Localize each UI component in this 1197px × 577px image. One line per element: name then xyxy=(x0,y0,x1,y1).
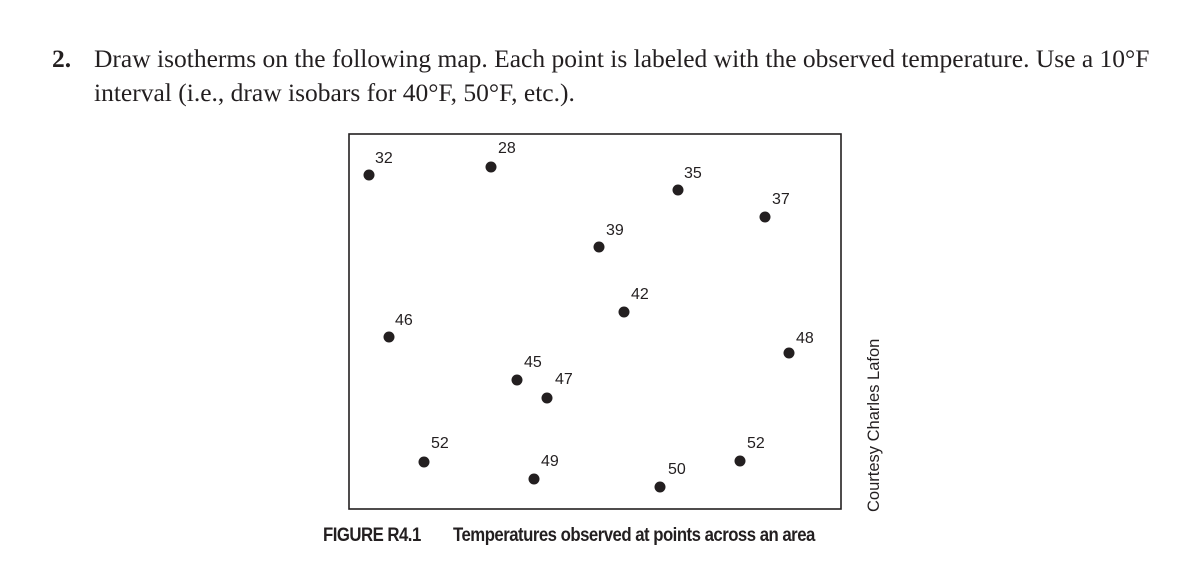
temperature-label: 49 xyxy=(541,453,559,470)
temperature-label: 42 xyxy=(631,286,649,303)
observation-point: 47 xyxy=(541,371,573,404)
observation-point: 32 xyxy=(363,150,393,181)
observation-point: 46 xyxy=(383,312,413,343)
observation-dot xyxy=(418,456,430,468)
observation-point: 42 xyxy=(618,286,649,318)
temperature-label: 52 xyxy=(431,435,449,452)
figure-caption: Temperatures observed at points across a… xyxy=(453,524,815,546)
observation-dot xyxy=(759,211,771,223)
temperature-label: 37 xyxy=(772,191,790,208)
temperature-label: 46 xyxy=(395,312,413,329)
temperature-label: 28 xyxy=(498,140,516,157)
photo-credit: Courtesy Charles Lafon xyxy=(865,338,883,512)
question-number: 2. xyxy=(52,44,72,73)
observation-point: 52 xyxy=(418,435,449,468)
observation-point: 48 xyxy=(783,330,814,359)
temperature-label: 45 xyxy=(524,354,542,371)
observation-point: 52 xyxy=(734,435,765,467)
temperature-label: 50 xyxy=(668,461,686,478)
temperature-label: 48 xyxy=(796,330,814,347)
observation-point: 49 xyxy=(528,453,559,485)
observation-dot xyxy=(734,455,746,467)
observation-dot xyxy=(593,241,605,253)
observation-point: 37 xyxy=(759,191,790,223)
observation-point: 39 xyxy=(593,222,624,253)
question-text: Draw isotherms on the following map. Eac… xyxy=(94,44,1150,107)
observation-points: 32 28 35 37 39 42 46 48 45 47 52 49 50 52 xyxy=(363,140,814,493)
observation-point: 50 xyxy=(654,461,686,493)
observation-dot xyxy=(528,473,540,485)
observation-dot xyxy=(485,161,497,173)
observation-dot xyxy=(672,184,684,196)
temperature-label: 32 xyxy=(375,150,393,167)
observation-point: 35 xyxy=(672,165,702,196)
observation-dot xyxy=(383,331,395,343)
temperature-label: 35 xyxy=(684,165,702,182)
observation-dot xyxy=(783,347,795,359)
observation-dot xyxy=(511,374,523,386)
temperature-label: 47 xyxy=(555,371,573,388)
observation-dot xyxy=(618,306,630,318)
temperature-label: 39 xyxy=(606,222,624,239)
figure-label: FIGURE R4.1 xyxy=(323,524,421,546)
map-frame xyxy=(348,133,842,510)
observation-point: 28 xyxy=(485,140,516,173)
observation-dot xyxy=(654,481,666,493)
observation-dot xyxy=(541,392,553,404)
temperature-label: 52 xyxy=(747,435,765,452)
observation-point: 45 xyxy=(511,354,542,386)
observation-dot xyxy=(363,169,375,181)
